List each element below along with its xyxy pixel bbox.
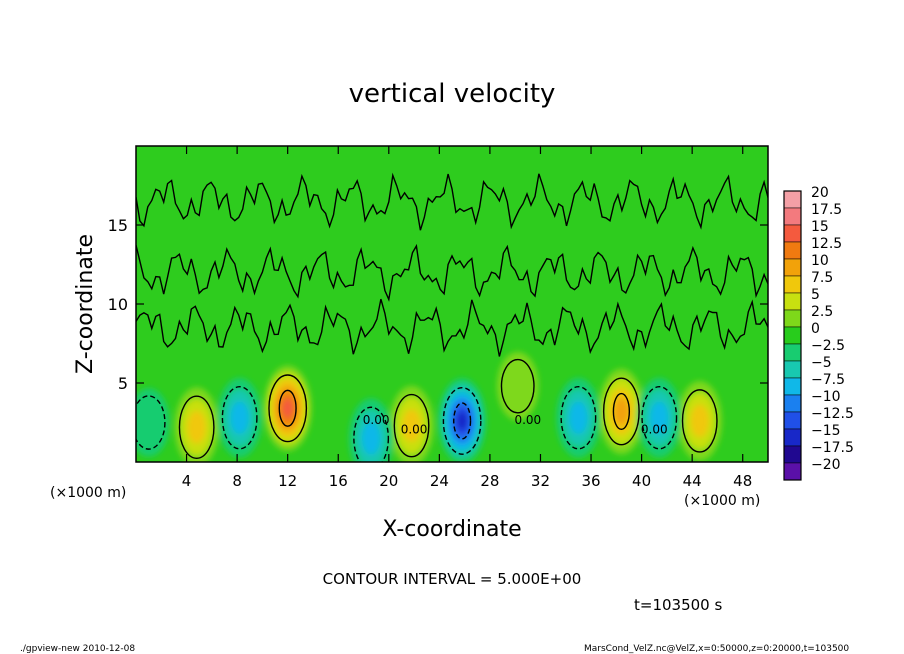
x-tick-label: 24 — [430, 472, 449, 490]
updraft-cell-contour — [268, 374, 308, 443]
contour-zero-label: 0.00 — [641, 423, 668, 437]
colorbar-swatch — [783, 207, 802, 226]
colorbar-label: 7.5 — [811, 270, 833, 286]
colorbar-swatch — [783, 360, 802, 379]
colorbar-label: 2.5 — [811, 304, 833, 320]
colorbar-swatch — [783, 241, 802, 260]
colorbar-label: −17.5 — [811, 440, 854, 456]
contour-zero-label: 0.00 — [363, 413, 390, 427]
x-tick-label: 48 — [733, 472, 752, 490]
contour-interval-note: CONTOUR INTERVAL = 5.000E+00 — [323, 570, 582, 588]
time-label: t=103500 s — [634, 596, 722, 614]
y-tick-label: 5 — [118, 374, 128, 393]
updraft-cell-contour-inner — [278, 389, 297, 427]
updraft-cell-contour-inner — [612, 392, 631, 431]
x-unit-right: (×1000 m) — [684, 493, 760, 509]
zero-contour-line — [136, 243, 768, 302]
colorbar-swatch — [783, 190, 802, 209]
downdraft-cell-contour — [136, 395, 166, 450]
zero-contour-line — [136, 172, 768, 231]
x-tick-label: 4 — [182, 472, 192, 490]
y-tick-label: 10 — [108, 295, 128, 314]
colorbar-label: 5 — [811, 287, 820, 303]
colorbar-swatch — [783, 224, 802, 243]
updraft-cell — [282, 398, 293, 418]
downdraft-cell — [456, 411, 468, 431]
downdraft-cell — [136, 388, 170, 457]
downdraft-cell-contour — [560, 386, 597, 450]
colorbar-label: −7.5 — [811, 372, 845, 388]
plot-area: 0.00 0.00 0.00 0.00 — [136, 146, 768, 462]
y-axis-label: Z-coordinate — [73, 234, 98, 374]
downdraft-cell-contour-inner — [453, 402, 472, 440]
colorbar-label: 10 — [811, 253, 829, 269]
updraft-cell-contour — [178, 395, 215, 459]
colorbar-label: 20 — [811, 185, 829, 201]
contour-zero-label: 0.00 — [401, 423, 428, 437]
colorbar-label: −12.5 — [811, 406, 854, 422]
colorbar-label: 12.5 — [811, 236, 842, 252]
colorbar-swatch — [783, 394, 802, 413]
updraft-cell-contour — [681, 389, 718, 453]
updraft-cell — [496, 352, 539, 421]
contour-zero-label: 0.00 — [514, 413, 541, 427]
colorbar-swatch — [783, 411, 802, 430]
colorbar-swatch — [783, 275, 802, 294]
zero-contour-line — [136, 298, 768, 357]
x-tick-label: 44 — [683, 472, 702, 490]
colorbar-label: −10 — [811, 389, 841, 405]
chart-title: vertical velocity — [349, 79, 556, 109]
y-tick-label: 15 — [108, 216, 128, 235]
x-tick-label: 16 — [329, 472, 348, 490]
colorbar-label: −20 — [811, 457, 841, 473]
updraft-cell-contour — [602, 377, 640, 446]
downdraft-cell — [650, 401, 669, 435]
x-axis-label: X-coordinate — [382, 517, 521, 542]
updraft-cell — [690, 404, 709, 438]
colorbar-swatch — [783, 445, 802, 464]
colorbar-swatch — [783, 326, 802, 345]
x-unit-left: (×1000 m) — [50, 485, 126, 501]
contour-lines: 0.00 0.00 0.00 0.00 — [136, 172, 768, 462]
downdraft-cell-contour — [221, 386, 258, 450]
updraft-cell — [614, 397, 629, 426]
colorbar-label: 0 — [811, 321, 820, 337]
x-tick-label: 36 — [581, 472, 600, 490]
x-axis: 4 8 12 16 20 24 28 32 36 40 44 48 — [182, 146, 752, 490]
colorbar-swatch — [783, 343, 802, 362]
downdraft-cell — [230, 401, 249, 435]
updraft-cell — [187, 410, 206, 444]
colorbar-label: −5 — [811, 355, 832, 371]
y-axis: 5 10 15 — [108, 216, 768, 393]
colorbar-swatch — [783, 258, 802, 277]
footer-left: ./gpview-new 2010-12-08 — [20, 644, 135, 654]
colorbar-swatch — [783, 309, 802, 328]
colorbar-frame — [783, 190, 802, 481]
x-tick-label: 8 — [232, 472, 242, 490]
footer-right: MarsCond_VelZ.nc@VelZ,x=0:50000,z=0:2000… — [584, 644, 849, 654]
downdraft-cell-contour — [442, 386, 482, 455]
x-tick-label: 40 — [632, 472, 651, 490]
downdraft-cell-contour — [641, 386, 678, 450]
downdraft-cell-contour — [353, 406, 390, 462]
x-tick-label: 12 — [278, 472, 297, 490]
updraft-cell-contour — [500, 358, 535, 414]
colorbar-swatch — [783, 462, 802, 481]
x-tick-label: 28 — [480, 472, 499, 490]
downdraft-cell — [569, 401, 588, 435]
colorbar-swatch — [783, 292, 802, 311]
colorbar-label: 15 — [811, 219, 829, 235]
colorbar-swatch — [783, 377, 802, 396]
colorbar: 2017.51512.5107.552.50−2.5−5−7.5−10−12.5… — [783, 185, 854, 481]
colorbar-label: 17.5 — [811, 202, 842, 218]
updraft-cell — [402, 409, 421, 443]
downdraft-cell — [362, 421, 381, 455]
x-tick-label: 32 — [531, 472, 550, 490]
updraft-cell-contour — [393, 393, 430, 458]
colorbar-label: −2.5 — [811, 338, 845, 354]
colorbar-swatch — [783, 428, 802, 447]
colorbar-label: −15 — [811, 423, 841, 439]
x-tick-label: 20 — [379, 472, 398, 490]
